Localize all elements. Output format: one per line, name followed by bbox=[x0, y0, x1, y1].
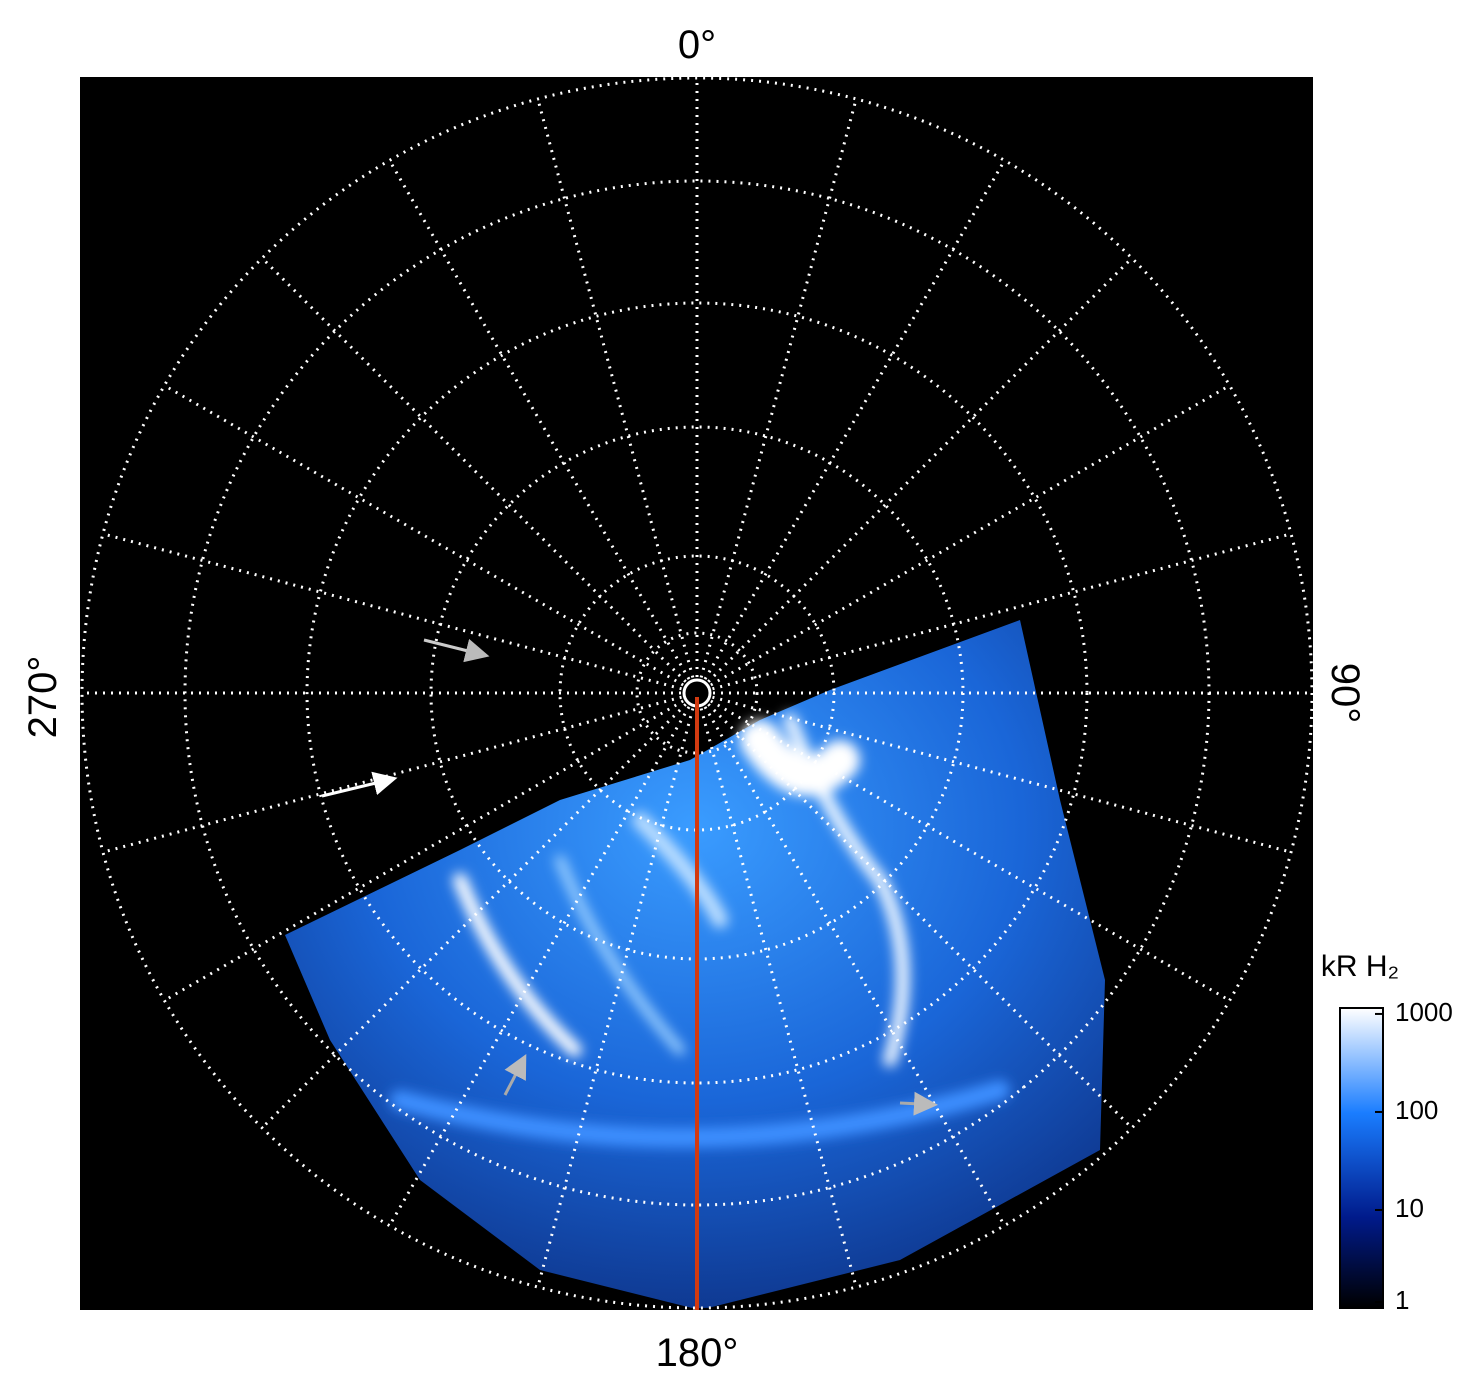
colorbar-ticks: 1 10 100 1000 bbox=[1375, 997, 1453, 1315]
grid-circle bbox=[80, 76, 1314, 1310]
arrow bbox=[321, 771, 398, 798]
angle-label: 0° bbox=[678, 23, 716, 67]
arrow bbox=[503, 1054, 527, 1096]
colorbar-tick-label: 10 bbox=[1395, 1193, 1424, 1223]
angle-label: 90° bbox=[1323, 663, 1367, 724]
grid-circle bbox=[305, 301, 1089, 1085]
angle-label: 270° bbox=[21, 656, 65, 739]
grid-circle bbox=[635, 631, 759, 755]
colorbar-label: kR H₂ bbox=[1321, 950, 1399, 983]
colorbar-tick-label: 1 bbox=[1395, 1285, 1409, 1315]
colorbar-tick-label: 100 bbox=[1395, 1095, 1438, 1125]
arrow bbox=[423, 638, 490, 663]
colorbar bbox=[1339, 1007, 1384, 1309]
angle-label: 180° bbox=[656, 1331, 739, 1375]
colorbar-tick-label: 1000 bbox=[1395, 997, 1453, 1027]
arrow bbox=[899, 1091, 938, 1116]
